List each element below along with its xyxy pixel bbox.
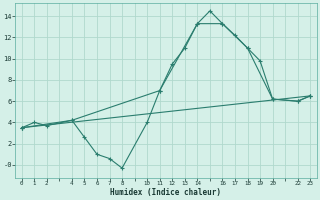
X-axis label: Humidex (Indice chaleur): Humidex (Indice chaleur) (110, 188, 221, 197)
